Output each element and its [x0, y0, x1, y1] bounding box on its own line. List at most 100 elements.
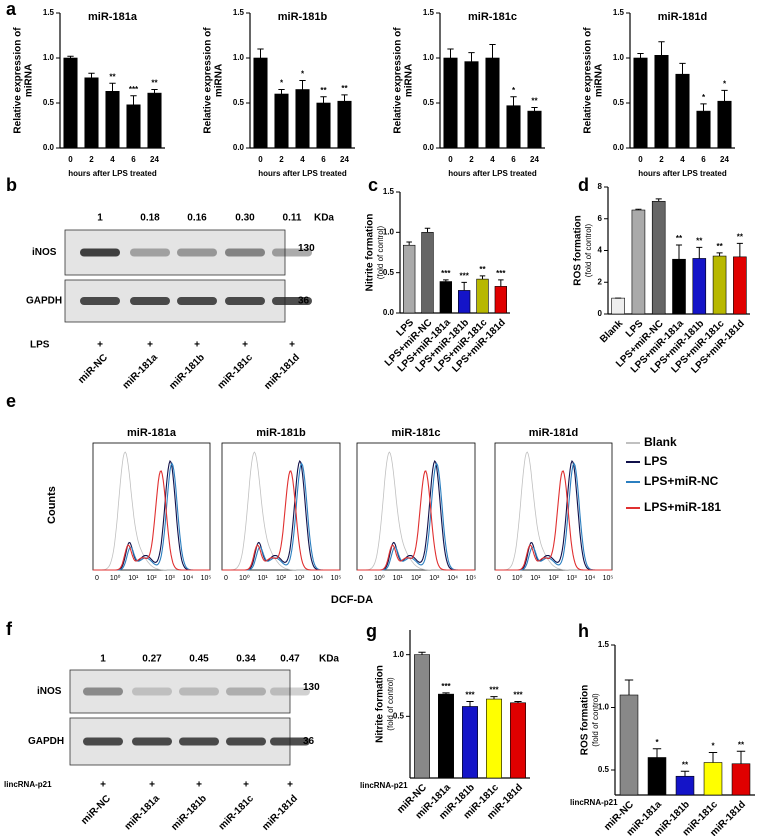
histogram-curve — [495, 470, 612, 571]
y-tick-label: 0.0 — [423, 143, 435, 152]
error-bar — [424, 227, 431, 233]
histogram-curve — [357, 460, 475, 571]
significance-label: *** — [441, 682, 451, 691]
y-axis-label: (fold of control) — [591, 693, 600, 747]
x-tick-label: 0 — [638, 155, 643, 164]
significance-label: * — [711, 742, 715, 751]
bar — [105, 91, 120, 149]
lane-label: miR-NC — [76, 352, 110, 386]
y-tick-label: 8 — [598, 182, 603, 191]
significance-label: *** — [513, 691, 523, 700]
y-axis-label: ROS formation — [580, 685, 591, 756]
kda-label: 130 — [298, 243, 315, 254]
significance-label: ** — [737, 232, 744, 241]
y-axis-label: Relative expression of — [583, 27, 594, 134]
x-tick-label: 10³ — [429, 575, 440, 582]
error-bar — [637, 53, 644, 58]
x-tick-label: 0 — [448, 155, 453, 164]
y-tick-label: 0.5 — [613, 98, 625, 107]
histogram-curve — [93, 470, 210, 571]
error-bar — [490, 696, 498, 700]
x-tick-label: 0 — [497, 575, 501, 582]
x-tick-label: 0 — [224, 575, 228, 582]
error-bar — [514, 701, 522, 703]
treatment-label: LPS — [30, 340, 50, 351]
kda-label: 130 — [303, 682, 320, 693]
lane-label: miR-NC — [79, 793, 113, 827]
significance-label: *** — [489, 686, 499, 695]
bar — [672, 258, 686, 315]
x-axis-label: hours after LPS treated — [638, 169, 727, 178]
bar — [337, 100, 352, 149]
y-tick-label: 1.5 — [233, 8, 245, 17]
significance-label: ** — [696, 236, 703, 245]
x-tick-label: 24 — [720, 155, 729, 164]
lane-label: miR-181b — [167, 352, 207, 392]
error-bar — [736, 750, 746, 764]
histogram-curve — [222, 470, 340, 571]
error-bar — [341, 94, 348, 102]
histogram-frame — [356, 442, 476, 571]
x-tick-label: 10⁴ — [312, 575, 323, 582]
y-axis-label: miRNA — [214, 64, 225, 97]
y-tick-label: 0.5 — [423, 98, 435, 107]
y-axis-label: ROS formation — [573, 215, 584, 286]
bar — [295, 89, 310, 149]
density-label: 0.45 — [189, 654, 209, 665]
bar — [733, 256, 747, 315]
histogram-curve — [357, 451, 475, 571]
significance-label: ** — [109, 72, 116, 81]
significance-label: *** — [459, 271, 469, 280]
lane-label: miR-181a — [123, 793, 163, 833]
y-axis-label: (fold of control) — [584, 223, 593, 277]
significance-label: * — [301, 70, 305, 79]
x-tick-label: 10⁵ — [331, 575, 342, 582]
treatment-mark: + — [287, 780, 293, 791]
error-bar — [468, 52, 475, 62]
x-tick-label: 24 — [530, 155, 539, 164]
unit-label: KDa — [319, 654, 339, 665]
histogram-curve — [495, 451, 612, 571]
error-bar — [652, 748, 662, 758]
lane-label: miR-181b — [169, 793, 209, 833]
x-tick-label: 2 — [659, 155, 664, 164]
lane-label: miR-181d — [262, 352, 302, 392]
blot-band — [179, 687, 219, 696]
error-bar — [624, 679, 634, 695]
blot-band — [130, 248, 170, 257]
blot-band — [225, 248, 265, 257]
x-tick-label: 10⁰ — [110, 574, 121, 582]
bar — [414, 654, 430, 779]
y-tick-label: 0.5 — [598, 765, 610, 774]
error-bar — [510, 96, 517, 106]
x-tick-label: 10⁵ — [466, 575, 477, 582]
x-tick-label: 10¹ — [258, 575, 269, 582]
bar — [274, 93, 289, 149]
bar — [731, 763, 751, 796]
x-tick-label: 6 — [321, 155, 326, 164]
error-bar — [466, 701, 474, 707]
error-bar — [655, 198, 662, 202]
x-tick-label: 10⁴ — [584, 575, 595, 582]
error-bar — [479, 275, 486, 280]
row-label: GAPDH — [26, 296, 62, 307]
error-bar — [88, 72, 95, 78]
y-tick-label: 0.0 — [613, 143, 625, 152]
histogram-curve — [93, 462, 210, 571]
histogram-title: miR-181b — [256, 427, 306, 439]
y-tick-label: 1.0 — [43, 53, 55, 62]
bar — [527, 110, 542, 149]
significance-label: *** — [465, 691, 475, 700]
y-tick-label: 1.5 — [598, 640, 610, 649]
x-tick-label: 10⁴ — [447, 575, 458, 582]
x-tick-label: 10³ — [165, 575, 176, 582]
x-tick-label: 10³ — [294, 575, 305, 582]
histogram-curve — [495, 460, 612, 571]
chart-title: miR-181c — [468, 11, 517, 23]
y-tick-label: 1.5 — [613, 8, 625, 17]
x-tick-label: 0 — [258, 155, 263, 164]
bar — [147, 92, 162, 149]
y-tick-label: 1.0 — [613, 53, 625, 62]
error-bar — [418, 651, 426, 655]
